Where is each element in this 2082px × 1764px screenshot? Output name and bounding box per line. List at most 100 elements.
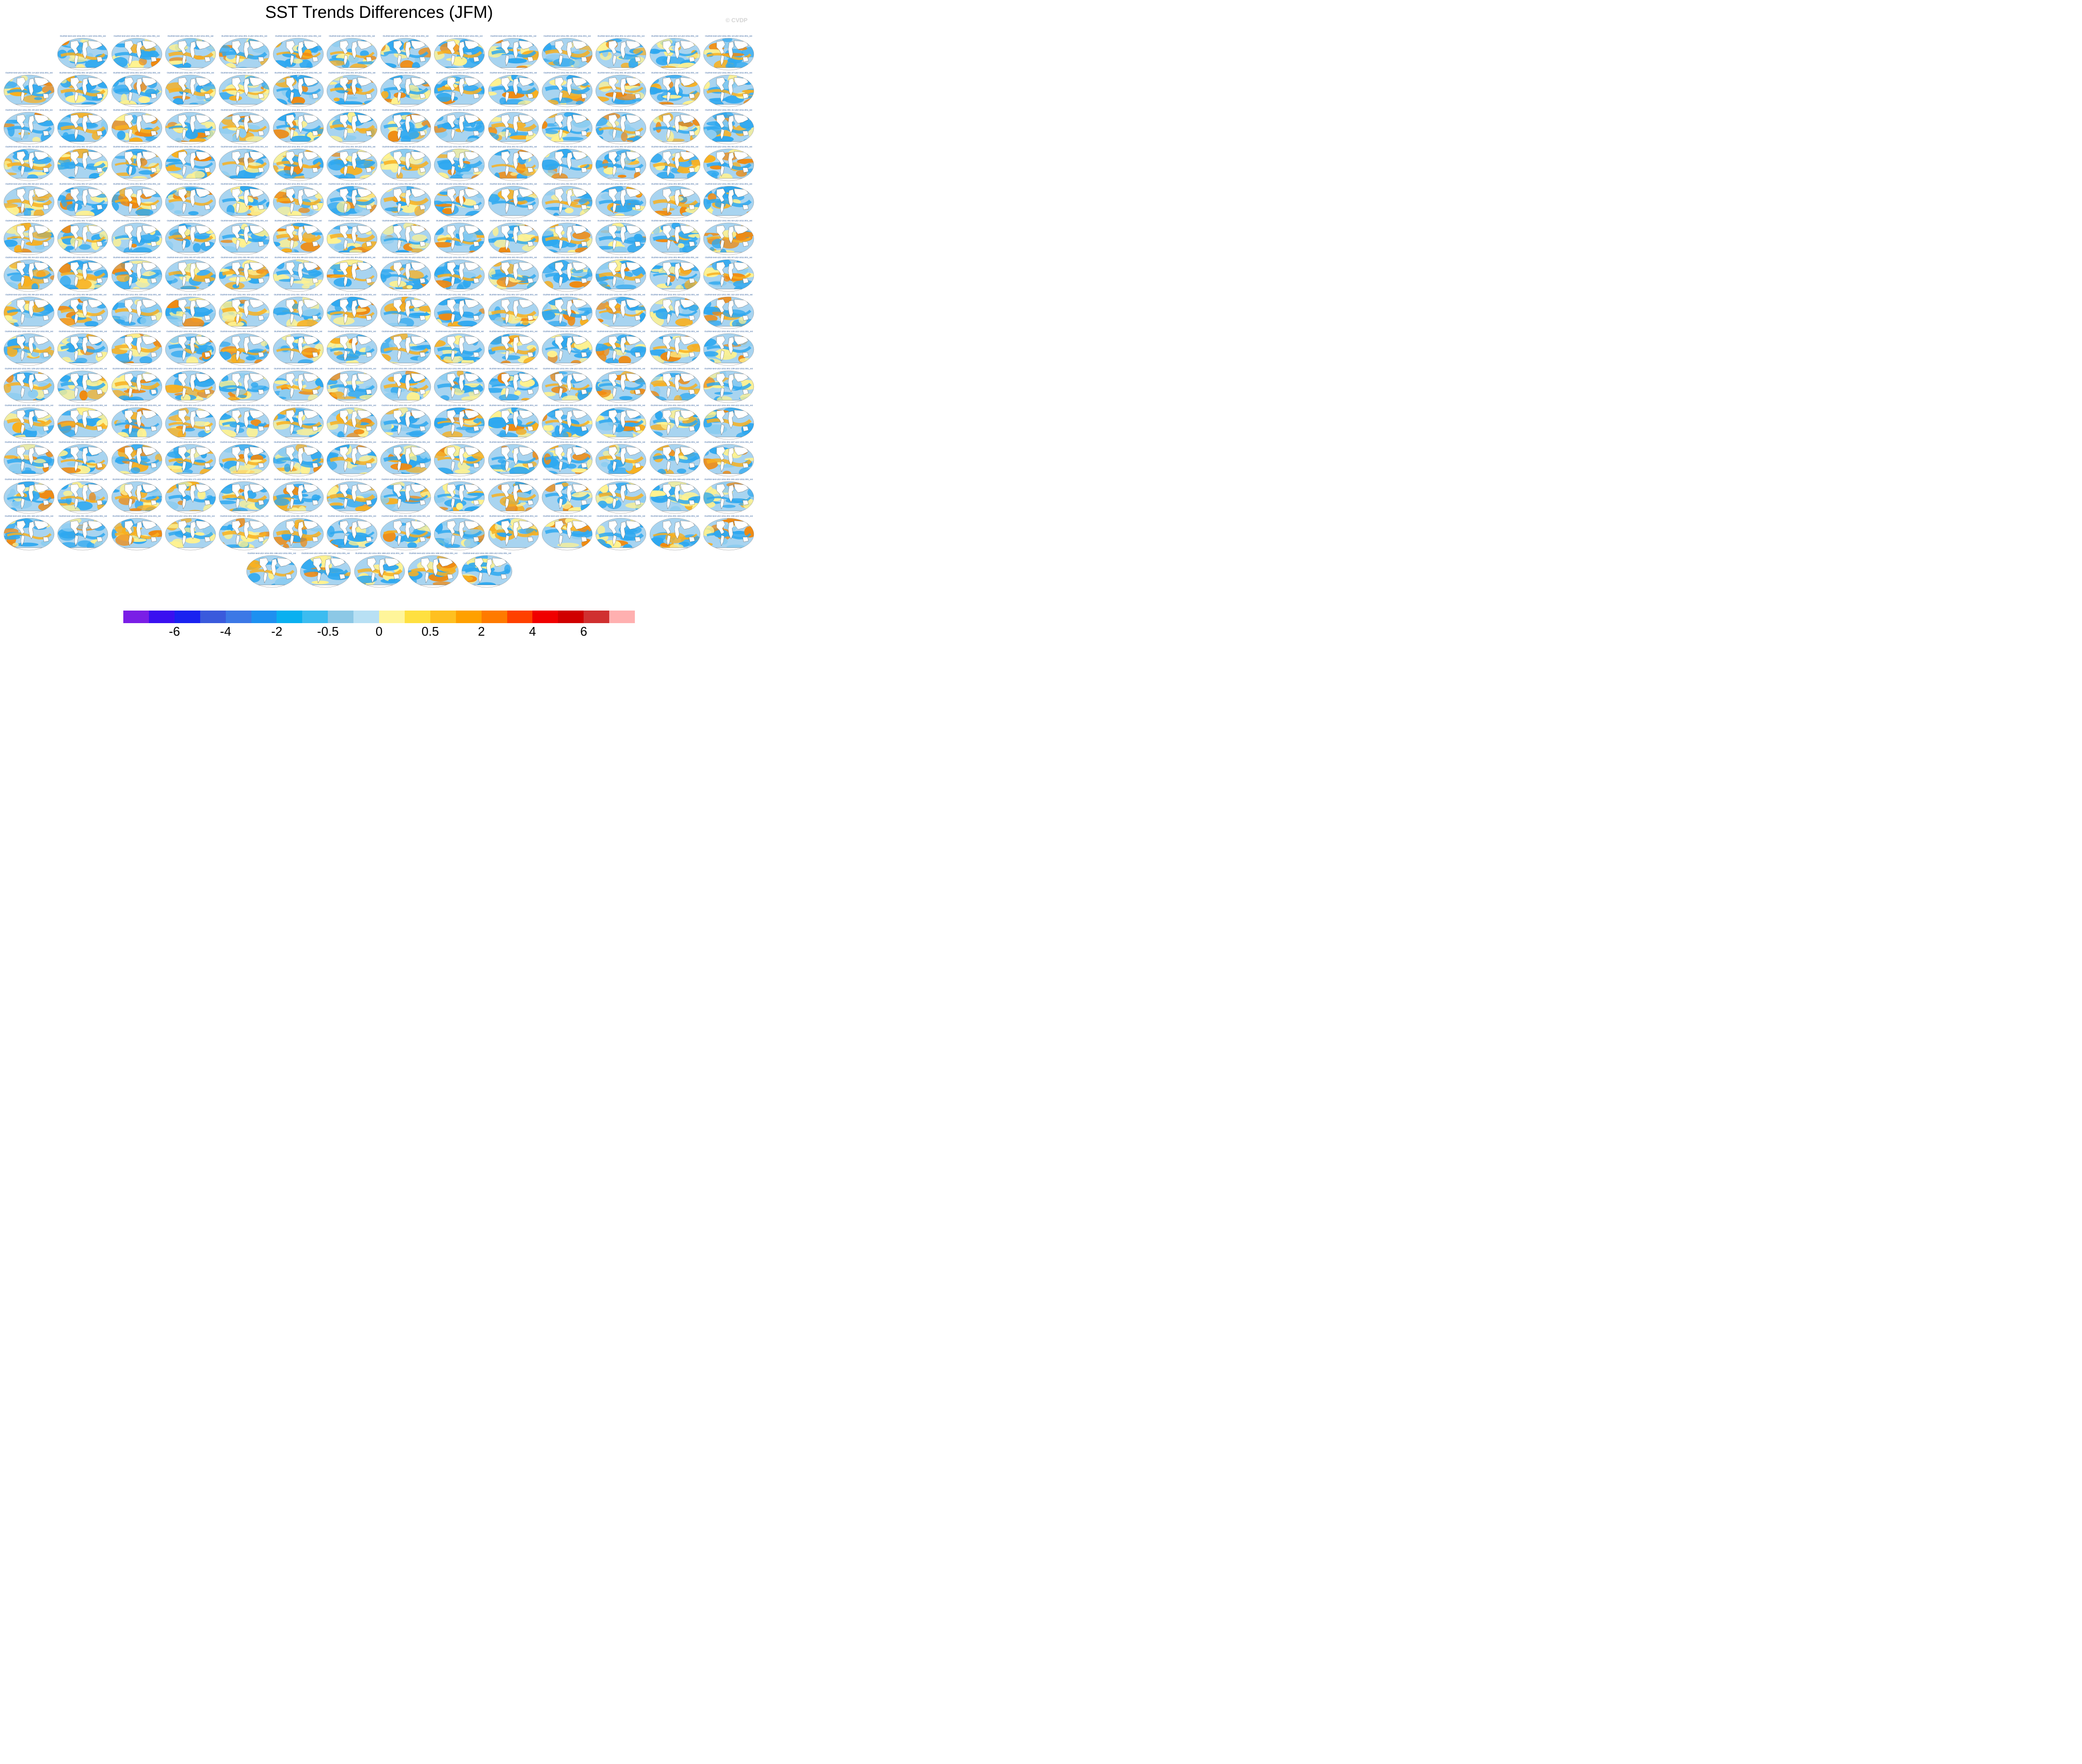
map-panel: OLENS-test-LE2-1011.001 176-LE2-1011.001…	[433, 478, 486, 515]
sst-trend-map	[596, 407, 646, 440]
sst-trend-map	[703, 370, 754, 403]
map-panel: OLENS-test-LE2-1011.001 65-LE2-1011.001_…	[487, 182, 540, 220]
sst-trend-map	[165, 370, 216, 403]
map-panel: OLENS-test-LE2-1011.001 60-LE2-1011.001_…	[218, 182, 271, 220]
panel-label: OLENS-test-LE2-1011.001 77-LE2-1011.001_…	[382, 219, 429, 222]
map-panel: OLENS-test-LE2-1011.001 162-LE2-1011.001…	[433, 440, 486, 478]
sst-trend-map	[380, 370, 431, 403]
sst-trend-map	[596, 38, 646, 71]
sst-trend-map	[596, 75, 646, 107]
colorbar-box	[174, 611, 201, 623]
sst-trend-map	[380, 407, 431, 440]
sst-trend-map	[326, 75, 378, 107]
map-panel: OLENS-test-LE2-1011.001 96-LE2-1011.001_…	[648, 256, 702, 293]
map-panel: OLENS-test-LE2-1011.001 107-LE2-1011.001…	[487, 293, 540, 331]
panel-label: OLENS-test-LE2-1011.001 20-LE2-1011.001_…	[328, 72, 376, 74]
sst-trend-map	[596, 296, 646, 329]
map-panel: OLENS-test-LE2-1011.001 111-LE2-1011.001…	[702, 293, 755, 331]
colorbar-box	[455, 611, 482, 623]
panel-label: OLENS-test-LE2-1011.001 42-LE2-1011.001_…	[5, 146, 53, 148]
sst-trend-map	[273, 518, 323, 551]
colorbar-tick-label: 4	[529, 624, 536, 639]
sst-trend-map	[488, 296, 539, 329]
panel-label: OLENS-test-LE2-1011.001 179-LE2-1011.001…	[597, 478, 645, 481]
panel-label: OLENS-test-LE2-1011.001 199-LE2-1011.001…	[409, 552, 457, 554]
map-panel: OLENS-test-LE2-1011.001 171-LE2-1011.001…	[164, 478, 217, 515]
map-panel: OLENS-test-LE2-1011.001 108-LE2-1011.001…	[541, 293, 594, 331]
panel-label: OLENS-test-LE2-1011.001 8-LE2-1011.001_s…	[436, 35, 483, 37]
panel-label: OLENS-test-LE2-1011.001 155-LE2-1011.001…	[59, 441, 107, 444]
colorbar-box	[609, 611, 635, 623]
colorbar-tick-label: 2	[478, 624, 485, 639]
sst-trend-map	[649, 148, 700, 181]
map-panel: OLENS-test-LE2-1011.001 69-LE2-1011.001_…	[702, 182, 755, 220]
sst-trend-map	[3, 75, 55, 107]
sst-trend-map	[703, 75, 754, 107]
map-panel: OLENS-test-LE2-1011.001 143-LE2-1011.001…	[164, 404, 217, 441]
map-panel: OLENS-test-LE2-1011.001 23-LE2-1011.001_…	[487, 71, 540, 109]
map-panel: OLENS-test-LE2-1011.001 127-LE2-1011.001…	[56, 367, 109, 405]
sst-trend-map	[273, 38, 323, 71]
sst-trend-map	[111, 370, 162, 403]
panel-label: OLENS-test-LE2-1011.001 164-LE2-1011.001…	[543, 441, 591, 444]
map-panel: OLENS-test-LE2-1011.001 59-LE2-1011.001_…	[164, 182, 217, 220]
sst-trend-map	[488, 186, 539, 218]
colorbar-box	[379, 611, 405, 623]
sst-trend-map	[488, 260, 539, 292]
map-panel: OLENS-test-LE2-1011.001 140-LE2-1011.001…	[2, 404, 56, 441]
panel-label: OLENS-test-LE2-1011.001 41-LE2-1011.001_…	[705, 108, 752, 111]
panel-label: OLENS-test-LE2-1011.001 122-LE2-1011.001…	[543, 330, 591, 333]
sst-trend-map	[434, 407, 485, 440]
map-panel: OLENS-test-LE2-1011.001 43-LE2-1011.001_…	[56, 145, 109, 183]
map-panel: OLENS-test-LE2-1011.001 124-LE2-1011.001…	[648, 330, 702, 367]
sst-trend-map	[542, 370, 593, 403]
sst-trend-map	[354, 555, 405, 587]
page-title: SST Trends Differences (JFM)	[265, 3, 493, 22]
panel-label: OLENS-test-LE2-1011.001 28-LE2-1011.001_…	[5, 108, 53, 111]
sst-trend-map	[703, 333, 754, 366]
panel-label: OLENS-test-LE2-1011.001 46-LE2-1011.001_…	[220, 146, 268, 148]
panel-label: OLENS-test-LE2-1011.001 162-LE2-1011.001…	[435, 441, 484, 444]
sst-trend-map	[219, 370, 270, 403]
panel-label: OLENS-test-LE2-1011.001 55-LE2-1011.001_…	[705, 146, 752, 148]
panel-label: OLENS-test-LE2-1011.001 100-LE2-1011.001…	[112, 293, 161, 296]
panel-label: OLENS-test-LE2-1011.001 181-LE2-1011.001…	[704, 478, 753, 481]
sst-trend-map	[434, 370, 485, 403]
map-panel: OLENS-test-LE2-1011.001 155-LE2-1011.001…	[56, 440, 109, 478]
colorbar-box	[430, 611, 456, 623]
sst-trend-map	[326, 481, 378, 514]
map-panel: OLENS-test-LE2-1011.001 130-LE2-1011.001…	[218, 367, 271, 405]
panel-label: OLENS-test-LE2-1011.001 17-LE2-1011.001_…	[167, 72, 214, 74]
panel-label: OLENS-test-LE2-1011.001 121-LE2-1011.001…	[489, 330, 538, 333]
sst-trend-map	[703, 148, 754, 181]
panel-label: OLENS-test-LE2-1011.001 140-LE2-1011.001…	[5, 404, 53, 407]
panel-label: OLENS-test-LE2-1011.001 141-LE2-1011.001…	[59, 404, 107, 407]
panel-label: OLENS-test-LE2-1011.001 165-LE2-1011.001…	[597, 441, 645, 444]
map-panel: OLENS-test-LE2-1011.001 192-LE2-1011.001…	[541, 514, 594, 552]
sst-trend-map	[434, 333, 485, 366]
map-panel: OLENS-test-LE2-1011.001 191-LE2-1011.001…	[487, 514, 540, 552]
map-panel: OLENS-test-LE2-1011.001 200-LE2-1011.001…	[460, 552, 513, 589]
sst-trend-map	[58, 444, 108, 477]
panel-label: OLENS-test-LE2-1011.001 72-LE2-1011.001_…	[113, 219, 161, 222]
sst-trend-map	[3, 444, 55, 477]
panel-label: OLENS-test-LE2-1011.001 57-LE2-1011.001_…	[59, 182, 106, 185]
map-panel: OLENS-test-LE2-1011.001 41-LE2-1011.001_…	[702, 108, 755, 146]
sst-trend-map	[488, 481, 539, 514]
panel-label: OLENS-test-LE2-1011.001 76-LE2-1011.001_…	[328, 219, 376, 222]
sst-trend-map	[488, 222, 539, 255]
panel-label: OLENS-test-LE2-1011.001 130-LE2-1011.001…	[220, 367, 269, 370]
map-panel: OLENS-test-LE2-1011.001 37-LE2-1011.001_…	[487, 108, 540, 146]
map-panel: OLENS-test-LE2-1011.001 33-LE2-1011.001_…	[272, 108, 325, 146]
panel-label: OLENS-test-LE2-1011.001 111-LE2-1011.001…	[704, 293, 753, 296]
map-panel: OLENS-test-LE2-1011.001 72-LE2-1011.001_…	[110, 219, 163, 257]
panel-label: OLENS-test-LE2-1011.001 142-LE2-1011.001…	[112, 404, 161, 407]
map-panel: OLENS-test-LE2-1011.001 35-LE2-1011.001_…	[379, 108, 432, 146]
sst-trend-map	[434, 112, 485, 145]
panel-label: OLENS-test-LE2-1011.001 159-LE2-1011.001…	[274, 441, 323, 444]
map-panel: OLENS-test-LE2-1011.001 179-LE2-1011.001…	[594, 478, 647, 515]
map-panel: OLENS-test-LE2-1011.001 149-LE2-1011.001…	[487, 404, 540, 441]
sst-trend-map	[165, 148, 216, 181]
panel-label: OLENS-test-LE2-1011.001 151-LE2-1011.001…	[597, 404, 645, 407]
map-panel: OLENS-test-LE2-1011.001 153-LE2-1011.001…	[702, 404, 755, 441]
